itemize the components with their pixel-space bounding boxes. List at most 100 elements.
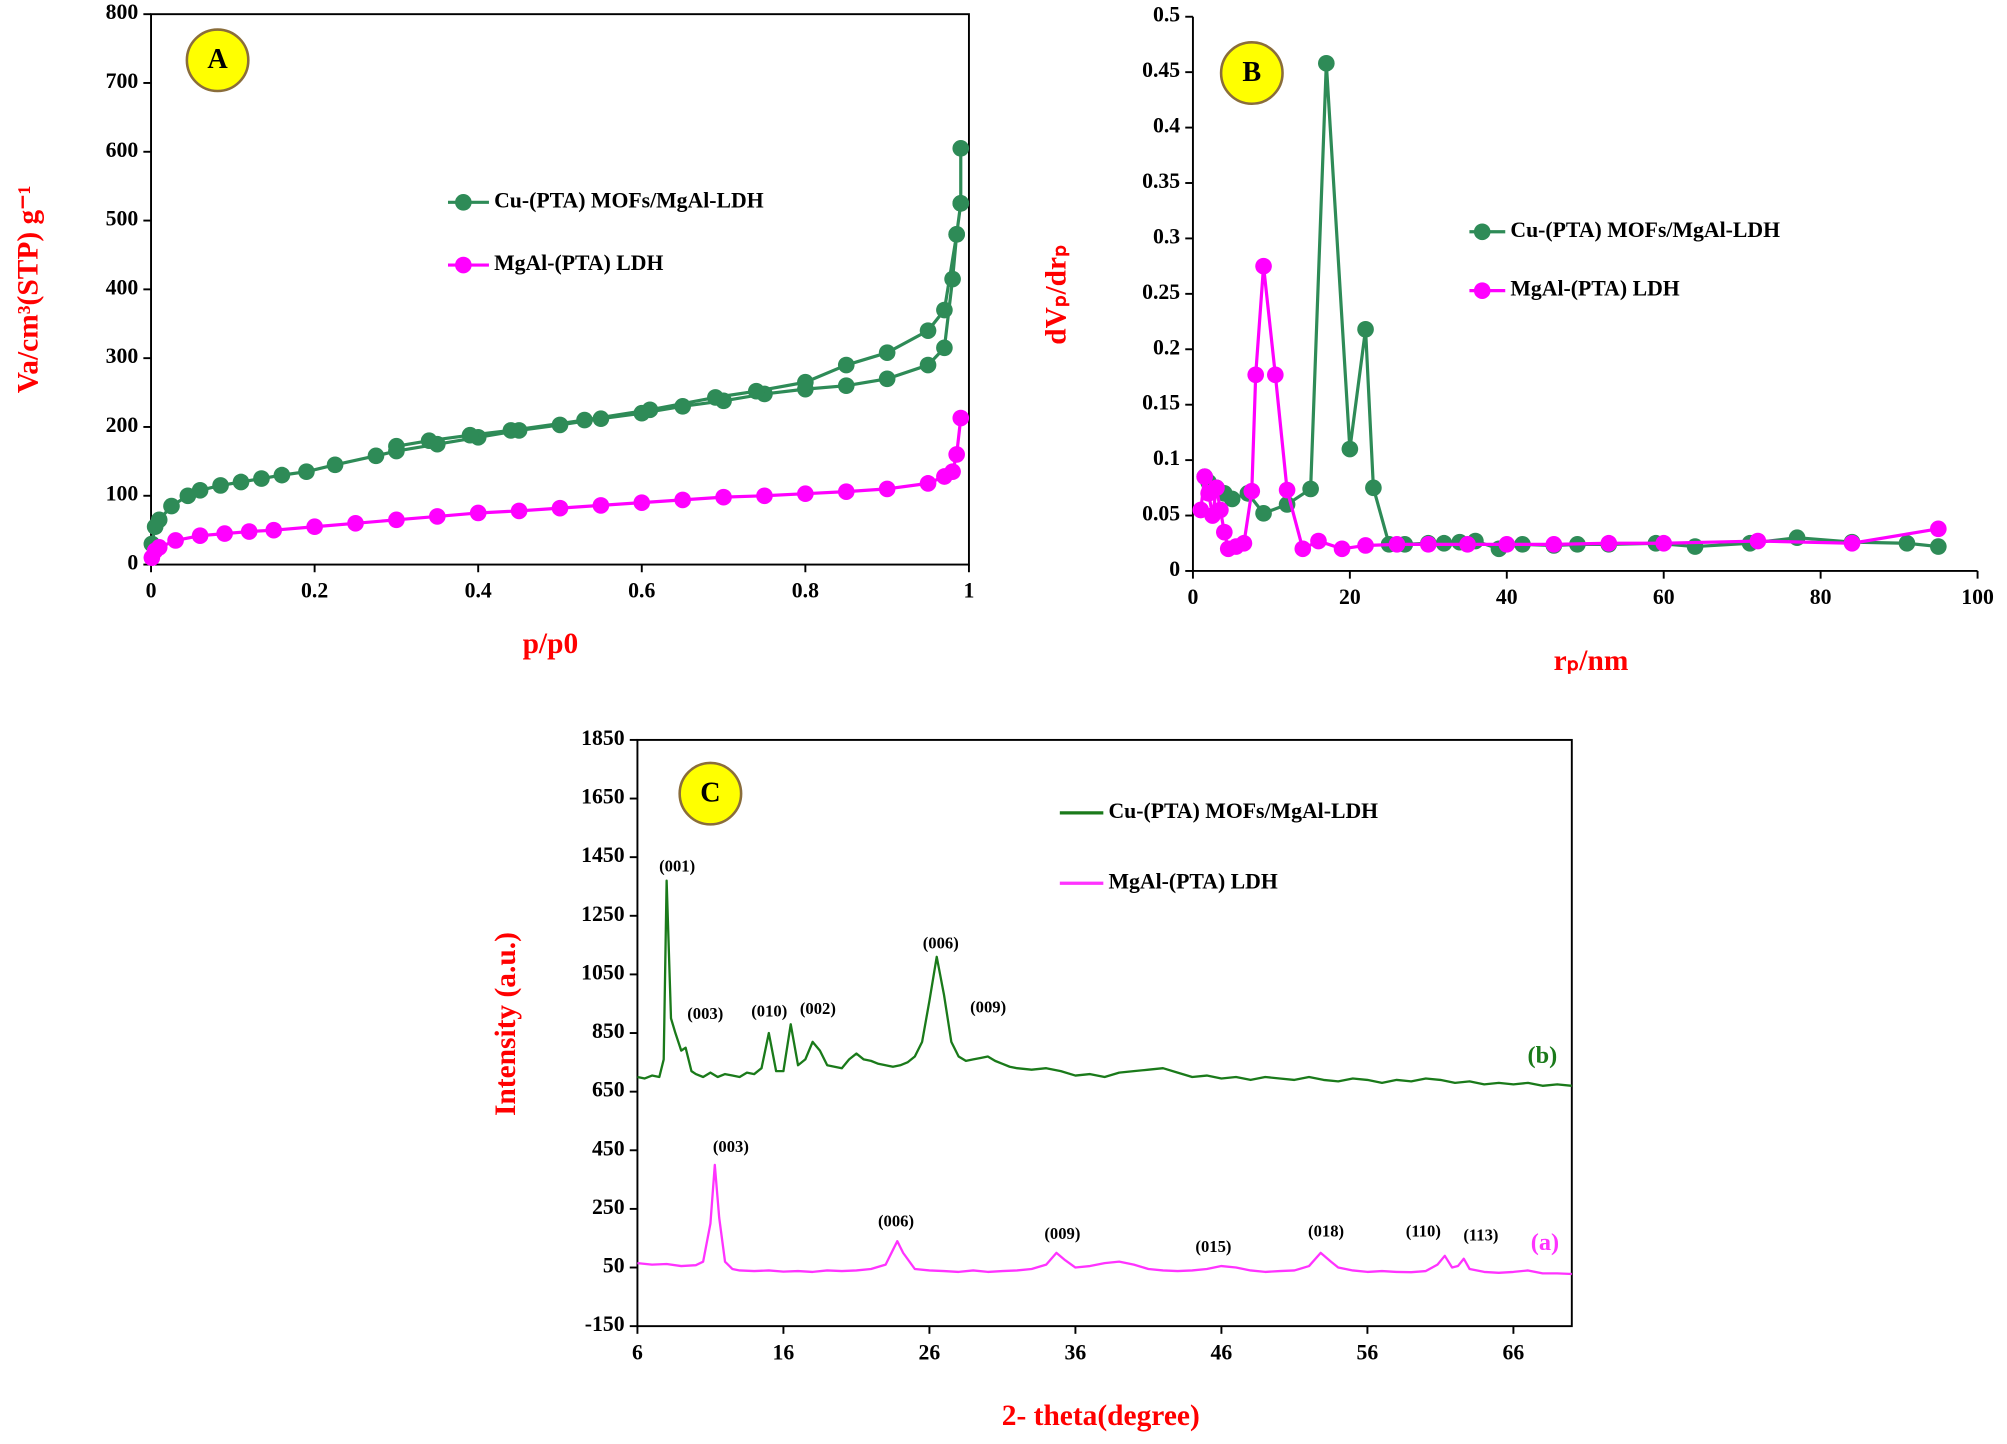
marker	[469, 504, 487, 522]
y-tick-label: 700	[106, 69, 139, 93]
series-line	[1203, 61, 1939, 551]
x-axis-label: 2- theta(degree)	[1002, 1400, 1200, 1432]
x-tick-label: 36	[1065, 1340, 1087, 1364]
legend-label: MgAl-(PTA) LDH	[494, 251, 663, 275]
marker	[1243, 482, 1261, 500]
marker	[1196, 468, 1214, 486]
x-tick-label: 66	[1503, 1340, 1525, 1364]
y-tick-label: 0.15	[1142, 391, 1180, 415]
marker	[388, 437, 405, 455]
marker	[837, 483, 855, 500]
marker	[641, 401, 659, 419]
marker	[1930, 520, 1947, 538]
marker	[306, 518, 323, 536]
marker	[837, 377, 855, 395]
marker	[273, 466, 291, 484]
marker	[1898, 534, 1916, 552]
marker	[756, 487, 773, 505]
marker	[1278, 481, 1296, 499]
x-tick-label: 26	[919, 1340, 941, 1364]
marker	[944, 270, 961, 288]
x-tick-label: 46	[1211, 1340, 1233, 1364]
x-tick-label: 6	[632, 1340, 643, 1364]
x-tick-label: 100	[1961, 585, 1994, 609]
annotation: (001)	[659, 857, 695, 876]
y-tick-label: 0.05	[1142, 502, 1180, 526]
x-tick-label: 40	[1496, 585, 1518, 609]
marker	[551, 499, 569, 517]
annotation: (113)	[1463, 1225, 1498, 1244]
marker	[1223, 490, 1241, 508]
marker	[674, 398, 691, 415]
series-line	[1199, 264, 1939, 551]
y-tick-label: 0.25	[1142, 280, 1180, 304]
y-tick-label: 1450	[581, 843, 625, 867]
marker	[265, 521, 283, 539]
annotation: (b)	[1528, 1042, 1558, 1069]
x-tick-label: 0.8	[792, 579, 819, 603]
panel-label: C	[700, 777, 720, 808]
x-tick-label: 80	[1810, 585, 1832, 609]
marker	[1294, 540, 1312, 558]
marker	[1365, 479, 1382, 497]
marker	[367, 447, 385, 465]
marker	[232, 473, 250, 491]
y-tick-label: 100	[106, 482, 139, 506]
y-tick-label: 1650	[581, 785, 625, 809]
annotation: (006)	[923, 934, 959, 953]
annotation: (010)	[751, 1001, 787, 1020]
marker	[936, 301, 953, 319]
marker	[1545, 536, 1563, 553]
legend-label: Cu-(PTA) MOFs/MgAl-LDH	[1510, 218, 1780, 242]
y-tick-label: 0.35	[1142, 169, 1180, 193]
y-tick-label: 0.5	[1153, 3, 1180, 27]
x-tick-label: 0	[1187, 585, 1198, 609]
marker	[1600, 534, 1618, 552]
legend-label: Cu-(PTA) MOFs/MgAl-LDH	[494, 188, 764, 212]
y-tick-label: 0.1	[1153, 446, 1180, 470]
y-tick-label: 400	[106, 275, 139, 299]
marker	[1388, 536, 1406, 553]
y-tick-label: 500	[106, 207, 139, 231]
legend-marker	[1473, 223, 1491, 241]
y-tick-label: 50	[603, 1254, 625, 1278]
x-tick-label: 0.4	[465, 579, 492, 603]
y-tick-label: 0	[127, 551, 138, 575]
panel-badge	[185, 28, 250, 93]
marker	[952, 195, 970, 212]
y-axis-label: Va/cm³(STP) g⁻¹	[12, 185, 44, 393]
marker	[461, 426, 479, 444]
marker	[1930, 538, 1947, 555]
marker	[551, 416, 569, 434]
marker	[1498, 536, 1516, 553]
x-tick-label: 20	[1339, 585, 1361, 609]
marker	[878, 344, 896, 361]
marker	[420, 432, 438, 450]
marker	[1247, 366, 1265, 384]
x-tick-label: 0.2	[301, 579, 328, 603]
series-line	[150, 417, 963, 559]
marker	[1843, 534, 1861, 552]
panel: -150 50 250 450 650 850 1050 1250 1450 1650 1850 6 1…	[490, 726, 1573, 1432]
legend-label: Cu-(PTA) MOFs/MgAl-LDH	[1108, 799, 1378, 823]
marker	[150, 511, 168, 529]
annotation: (003)	[687, 1004, 723, 1023]
y-tick-label: 0.4	[1153, 114, 1180, 138]
legend-label: MgAl-(PTA) LDH	[1510, 277, 1679, 301]
marker	[1318, 54, 1335, 72]
marker	[747, 382, 765, 400]
y-tick-label: 600	[106, 138, 139, 162]
marker	[936, 339, 953, 357]
marker	[1459, 536, 1476, 553]
x-tick-label: 1	[964, 579, 975, 603]
plot-frame	[150, 13, 970, 566]
marker	[1208, 479, 1225, 497]
marker	[797, 485, 814, 503]
annotation: (018)	[1308, 1222, 1344, 1241]
panel-badge	[678, 761, 743, 826]
marker	[878, 480, 896, 498]
y-tick-label: -150	[585, 1312, 625, 1336]
x-tick-label: 56	[1357, 1340, 1379, 1364]
marker	[253, 470, 270, 487]
